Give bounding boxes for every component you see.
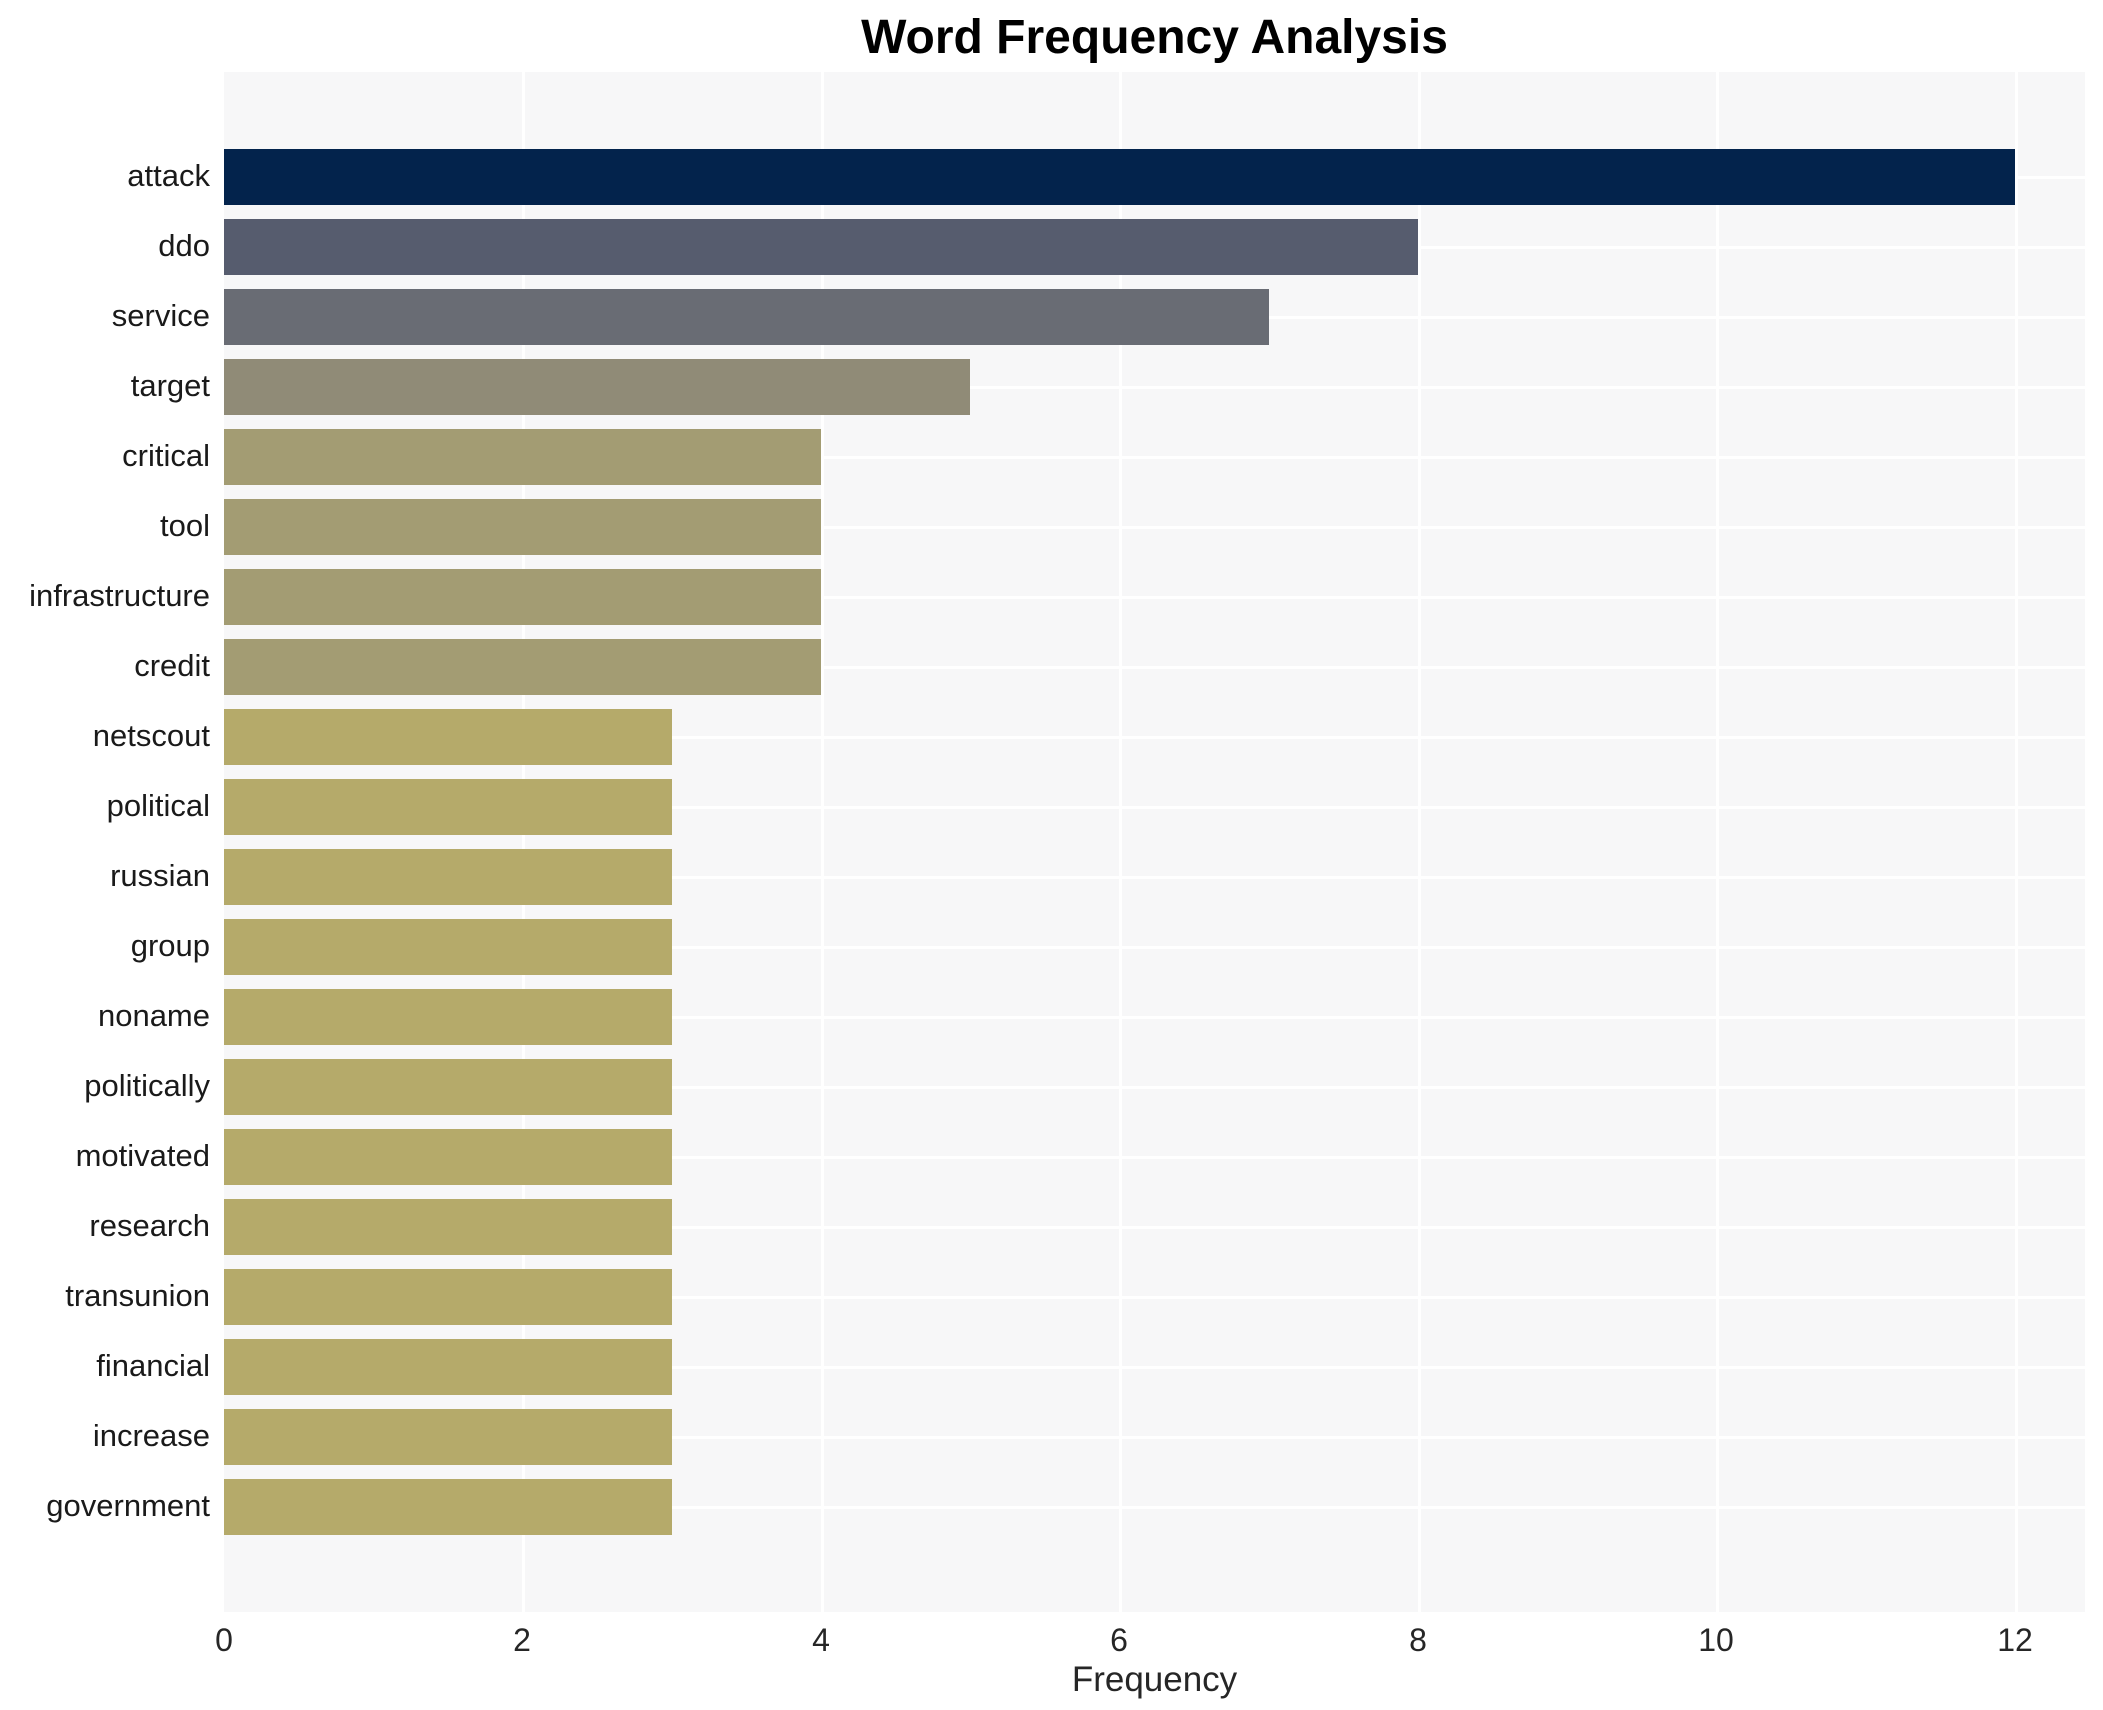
gridline-horizontal xyxy=(224,386,2085,389)
gridline-horizontal xyxy=(224,666,2085,669)
bar-motivated xyxy=(224,1129,672,1185)
y-tick-label-russian: russian xyxy=(110,858,210,893)
bar-politically xyxy=(224,1059,672,1115)
gridline-horizontal xyxy=(224,526,2085,529)
bar-netscout xyxy=(224,709,672,765)
gridline-horizontal xyxy=(224,1296,2085,1299)
bar-ddo xyxy=(224,219,1418,275)
gridline-vertical xyxy=(821,72,824,1612)
gridline-horizontal xyxy=(224,1436,2085,1439)
gridline-horizontal xyxy=(224,1016,2085,1019)
y-tick-label-infrastructure: infrastructure xyxy=(29,578,210,613)
y-tick-label-transunion: transunion xyxy=(65,1278,210,1313)
x-tick-label-6: 6 xyxy=(1110,1622,1128,1658)
gridline-horizontal xyxy=(224,456,2085,459)
gridline-horizontal xyxy=(224,876,2085,879)
y-tick-label-credit: credit xyxy=(134,648,210,683)
bar-political xyxy=(224,779,672,835)
gridline-vertical xyxy=(522,72,525,1612)
gridline-vertical xyxy=(2015,72,2018,1612)
y-tick-label-motivated: motivated xyxy=(75,1138,210,1173)
bar-infrastructure xyxy=(224,569,821,625)
y-tick-label-political: political xyxy=(106,788,210,823)
gridline-horizontal xyxy=(224,806,2085,809)
bar-target xyxy=(224,359,970,415)
gridline-horizontal xyxy=(224,1086,2085,1089)
y-tick-label-politically: politically xyxy=(84,1068,210,1103)
bar-service xyxy=(224,289,1269,345)
gridline-horizontal xyxy=(224,596,2085,599)
x-tick-label-8: 8 xyxy=(1409,1622,1427,1658)
gridline-horizontal xyxy=(224,1506,2085,1509)
x-tick-label-4: 4 xyxy=(812,1622,830,1658)
bar-group xyxy=(224,919,672,975)
y-tick-label-noname: noname xyxy=(97,998,210,1033)
bar-government xyxy=(224,1479,672,1535)
y-tick-label-increase: increase xyxy=(92,1418,210,1453)
y-tick-label-research: research xyxy=(89,1208,210,1243)
gridline-horizontal xyxy=(224,1366,2085,1369)
plot-area xyxy=(224,72,2085,1612)
bar-noname xyxy=(224,989,672,1045)
bar-increase xyxy=(224,1409,672,1465)
x-axis-title: Frequency xyxy=(1071,1660,1238,1699)
y-tick-label-tool: tool xyxy=(160,508,210,543)
y-tick-label-government: government xyxy=(46,1488,210,1523)
y-tick-label-financial: financial xyxy=(96,1348,210,1383)
gridline-horizontal xyxy=(224,1226,2085,1229)
chart-title: Word Frequency Analysis xyxy=(861,11,1448,64)
y-tick-label-critical: critical xyxy=(122,438,210,473)
bar-tool xyxy=(224,499,821,555)
gridline-horizontal xyxy=(224,736,2085,739)
x-tick-label-0: 0 xyxy=(215,1622,233,1658)
y-tick-label-attack: attack xyxy=(127,158,210,193)
bar-financial xyxy=(224,1339,672,1395)
y-tick-label-group: group xyxy=(130,928,210,963)
x-tick-label-12: 12 xyxy=(1997,1622,2033,1658)
x-tick-label-2: 2 xyxy=(513,1622,531,1658)
bar-credit xyxy=(224,639,821,695)
y-tick-label-netscout: netscout xyxy=(92,718,210,753)
y-tick-label-ddo: ddo xyxy=(158,228,210,263)
x-tick-label-10: 10 xyxy=(1698,1622,1734,1658)
gridline-horizontal xyxy=(224,1156,2085,1159)
bar-russian xyxy=(224,849,672,905)
gridline-vertical xyxy=(1119,72,1122,1612)
gridline-vertical xyxy=(1418,72,1421,1612)
gridline-vertical xyxy=(1716,72,1719,1612)
y-tick-label-target: target xyxy=(130,368,210,403)
bar-critical xyxy=(224,429,821,485)
gridline-horizontal xyxy=(224,946,2085,949)
bar-research xyxy=(224,1199,672,1255)
bar-transunion xyxy=(224,1269,672,1325)
bar-attack xyxy=(224,149,2015,205)
y-tick-label-service: service xyxy=(111,298,210,333)
